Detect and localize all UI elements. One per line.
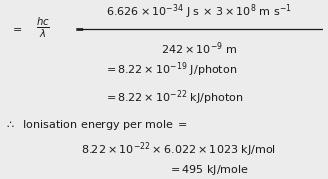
Text: $=$: $=$ <box>72 23 84 33</box>
Text: $=$: $=$ <box>10 23 23 33</box>
Text: $8.22\times10^{-22}\times6.022\times1023$ kJ/mol: $8.22\times10^{-22}\times6.022\times1023… <box>81 140 276 159</box>
Text: $6.626\times10^{-34}$ J s $\times$ $3\times10^{8}$ m s$^{-1}$: $6.626\times10^{-34}$ J s $\times$ $3\ti… <box>106 2 292 21</box>
Text: $= 8.22\times10^{-19}$ J/photon: $= 8.22\times10^{-19}$ J/photon <box>104 61 237 79</box>
Text: $= 495$ kJ/mole: $= 495$ kJ/mole <box>168 163 249 177</box>
Text: $\frac{hc}{\lambda}$: $\frac{hc}{\lambda}$ <box>36 16 50 40</box>
Text: $\therefore$  Ionisation energy per mole $=$: $\therefore$ Ionisation energy per mole … <box>4 118 188 132</box>
Text: $= 8.22\times10^{-22}$ kJ/photon: $= 8.22\times10^{-22}$ kJ/photon <box>104 88 243 107</box>
Text: $242\times10^{-9}$ m: $242\times10^{-9}$ m <box>161 40 237 57</box>
